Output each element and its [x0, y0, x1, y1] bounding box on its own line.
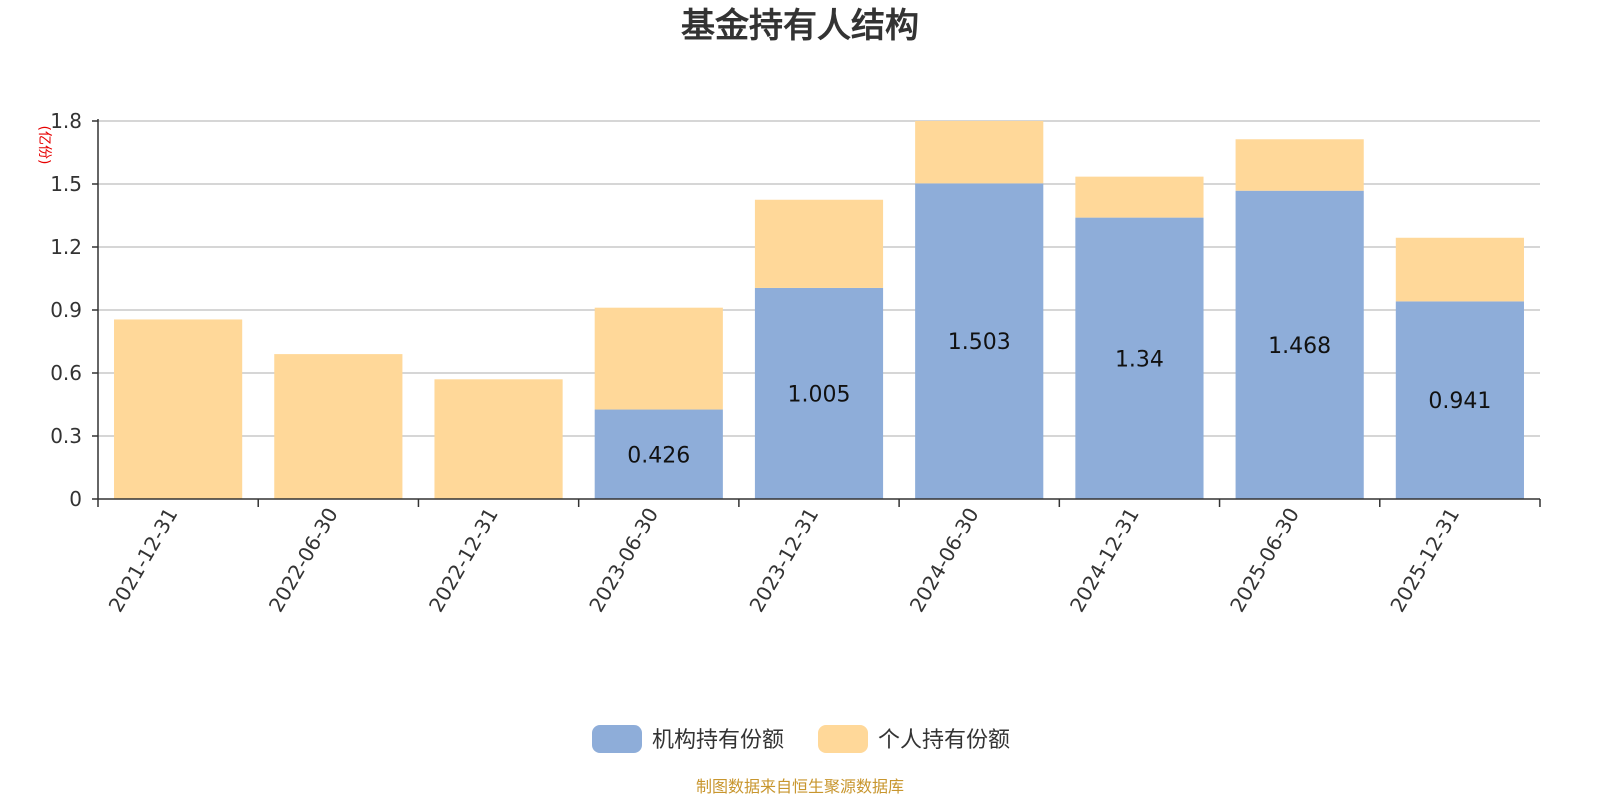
bar-institutional — [1395, 301, 1524, 499]
bar-institutional — [1235, 190, 1364, 499]
bar-individual — [1235, 139, 1364, 191]
y-tick-label: 0.9 — [50, 298, 82, 322]
x-tick-label: 2022-06-30 — [264, 504, 343, 617]
bar-individual — [114, 319, 243, 499]
data-label: 0.426 — [627, 443, 690, 468]
data-label: 0.941 — [1428, 389, 1491, 414]
x-tick-label: 2024-12-31 — [1065, 504, 1144, 617]
y-tick-label: 1.8 — [50, 109, 82, 133]
x-tick-label: 2025-06-30 — [1225, 504, 1304, 617]
bar-individual — [1075, 176, 1204, 218]
data-label: 1.503 — [948, 330, 1011, 355]
legend: 机构持有份额 个人持有份额 — [592, 725, 1010, 753]
bar-institutional — [594, 409, 723, 499]
legend-swatch-individual — [818, 725, 868, 753]
legend-label-institutional: 机构持有份额 — [652, 728, 784, 753]
x-tick-label: 2025-12-31 — [1385, 504, 1464, 617]
y-tick-label: 0 — [69, 487, 82, 511]
bar-individual — [594, 307, 723, 410]
y-axis-unit-label: (亿份) — [36, 126, 52, 165]
data-label: 1.468 — [1268, 334, 1331, 359]
data-label: 1.005 — [788, 382, 851, 407]
x-tick-label: 2024-06-30 — [905, 503, 984, 616]
bar-individual — [434, 379, 563, 499]
data-labels: 0.426 1.005 1.503 1.34 1.468 0.941 — [627, 330, 1491, 468]
y-tick-label: 0.6 — [50, 361, 82, 385]
bar-individual — [1395, 237, 1524, 302]
legend-label-individual: 个人持有份额 — [878, 728, 1010, 753]
bar-individual — [754, 199, 884, 288]
x-tick-label: 2021-12-31 — [104, 504, 183, 617]
data-source-note: 制图数据来自恒生聚源数据库 — [696, 777, 904, 796]
chart-title: 基金持有人结构 — [681, 6, 919, 46]
y-tick-label: 1.5 — [50, 172, 82, 196]
legend-swatch-institutional — [592, 725, 642, 753]
bar-institutional — [1075, 217, 1204, 499]
bar-institutional — [915, 183, 1044, 499]
bar-individual — [274, 354, 403, 499]
x-tick-label: 2023-06-30 — [584, 504, 663, 617]
y-tick-label: 0.3 — [50, 424, 82, 448]
bars — [114, 121, 1524, 499]
y-tick-label: 1.2 — [50, 235, 82, 259]
x-tick-label: 2022-12-31 — [424, 504, 503, 617]
bar-individual — [915, 121, 1044, 184]
x-tick-label: 2023-12-31 — [744, 504, 823, 617]
bar-institutional — [754, 287, 884, 499]
data-label: 1.34 — [1115, 347, 1164, 372]
